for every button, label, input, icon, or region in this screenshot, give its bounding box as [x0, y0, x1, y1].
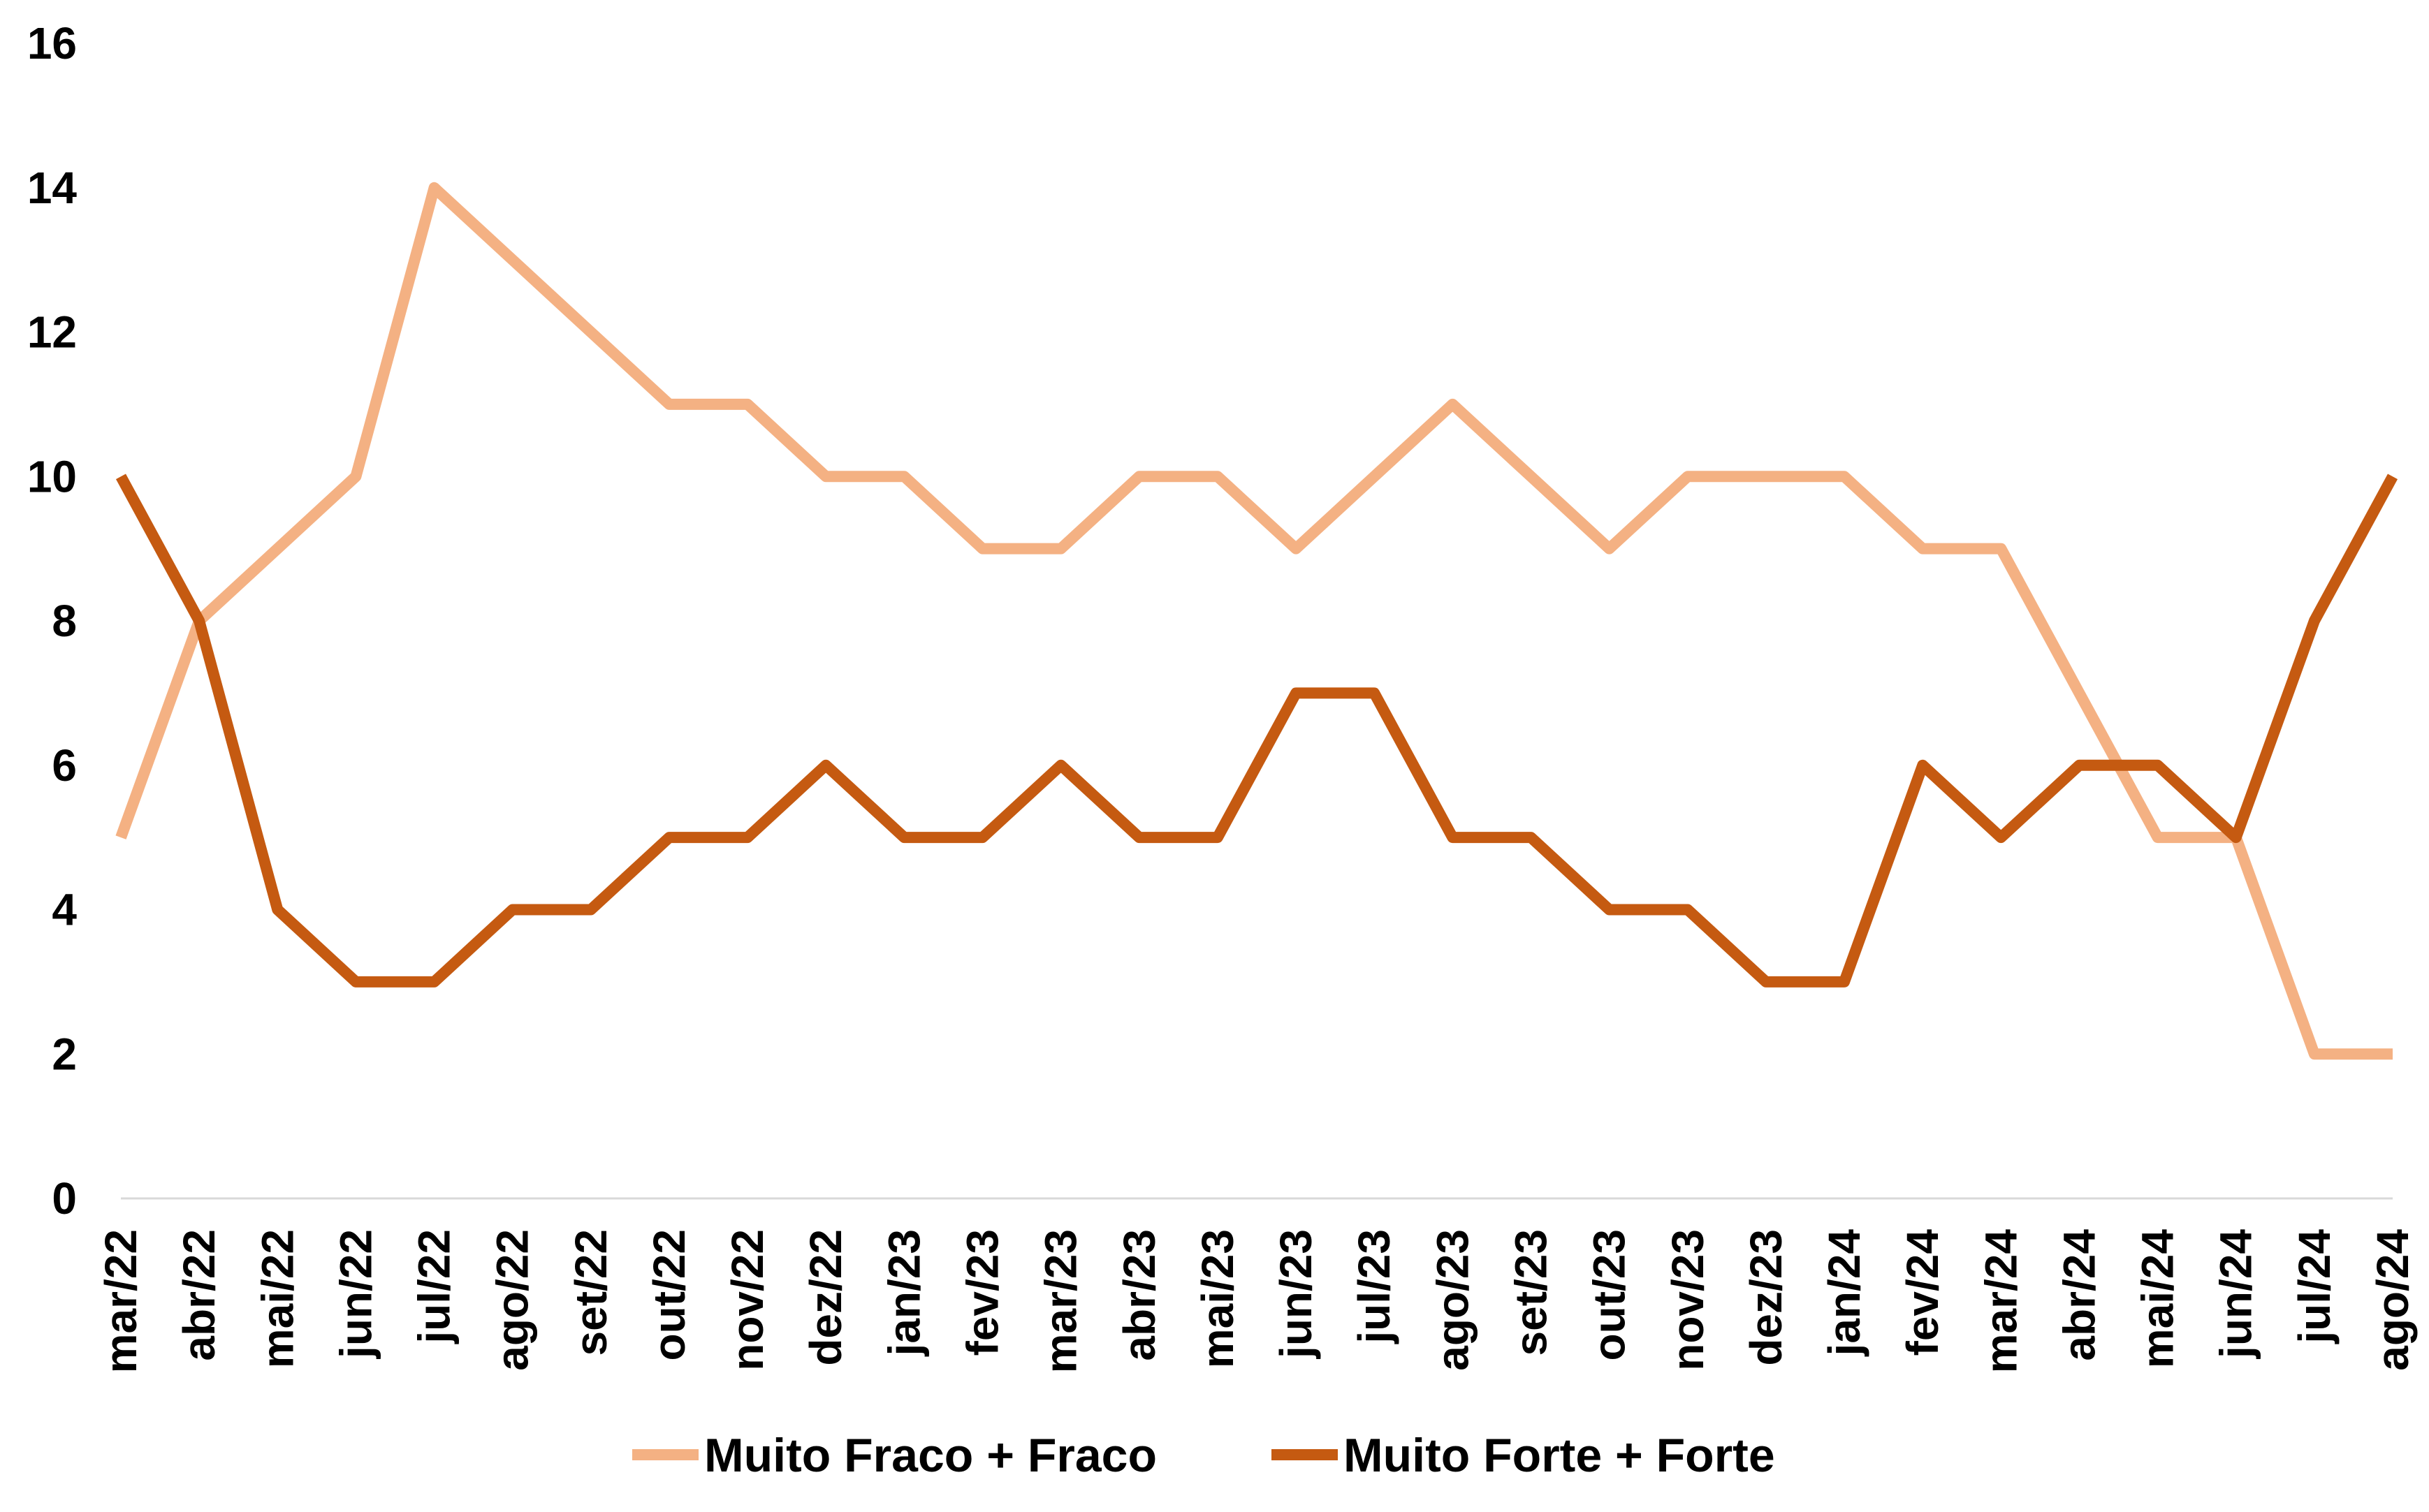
x-tick-label: abr/22 — [174, 1229, 224, 1361]
x-tick-label: dez/22 — [801, 1229, 851, 1366]
x-tick-label: jun/24 — [2211, 1229, 2261, 1359]
x-tick-label: abr/23 — [1114, 1229, 1165, 1361]
x-tick-label: ago/24 — [2368, 1229, 2418, 1371]
x-tick-label: jul/24 — [2289, 1229, 2340, 1344]
x-tick-label: out/22 — [644, 1229, 694, 1360]
y-axis-ticks: 0 2 4 6 8 10 12 14 16 — [27, 18, 78, 1224]
x-tick-label: fev/23 — [958, 1229, 1008, 1356]
y-tick-label: 16 — [27, 18, 77, 68]
y-tick-label: 6 — [52, 740, 77, 791]
x-tick-label: jul/22 — [409, 1229, 460, 1344]
x-tick-label: nov/23 — [1663, 1229, 1713, 1371]
x-tick-label: fev/24 — [1897, 1229, 1948, 1356]
x-tick-label: jan/23 — [879, 1229, 929, 1356]
x-axis-ticks: mar/22 abr/22 mai/22 jun/22 jul/22 ago/22 set/… — [96, 1229, 2418, 1374]
y-tick-label: 10 — [27, 451, 77, 501]
y-tick-label: 14 — [27, 163, 78, 213]
y-tick-label: 0 — [52, 1173, 77, 1224]
x-tick-label: ago/23 — [1427, 1229, 1478, 1371]
x-tick-label: jan/24 — [1819, 1229, 1869, 1357]
series-line-2 — [115, 474, 2398, 988]
y-tick-label: 2 — [52, 1029, 77, 1079]
x-tick-label: mar/22 — [96, 1229, 146, 1373]
series-line-1 — [115, 182, 2393, 1060]
y-tick-label: 4 — [52, 885, 77, 935]
x-tick-label: jun/22 — [330, 1229, 381, 1359]
x-tick-label: mar/23 — [1036, 1229, 1086, 1373]
y-tick-label: 8 — [52, 596, 77, 646]
x-tick-label: mai/22 — [252, 1229, 302, 1368]
x-tick-label: abr/24 — [2054, 1229, 2104, 1361]
x-tick-label: set/22 — [566, 1229, 616, 1356]
legend: Muito Fraco + Fraco Muito Forte + Forte — [632, 1429, 1775, 1482]
y-tick-label: 12 — [27, 307, 77, 358]
x-tick-label: mai/23 — [1192, 1229, 1243, 1368]
series-lines — [115, 182, 2398, 1060]
legend-label: Muito Fraco + Fraco — [704, 1429, 1157, 1482]
x-tick-label: out/23 — [1584, 1229, 1635, 1360]
x-tick-label: mai/24 — [2133, 1229, 2183, 1369]
x-tick-label: jul/23 — [1349, 1229, 1399, 1344]
x-tick-label: ago/22 — [488, 1229, 538, 1371]
x-tick-label: dez/23 — [1741, 1229, 1791, 1366]
legend-label: Muito Forte + Forte — [1343, 1429, 1775, 1482]
x-tick-label: set/23 — [1505, 1229, 1556, 1356]
x-tick-label: jun/23 — [1271, 1229, 1321, 1359]
x-tick-label: nov/22 — [722, 1229, 773, 1371]
x-tick-label: mar/24 — [1976, 1229, 2026, 1374]
